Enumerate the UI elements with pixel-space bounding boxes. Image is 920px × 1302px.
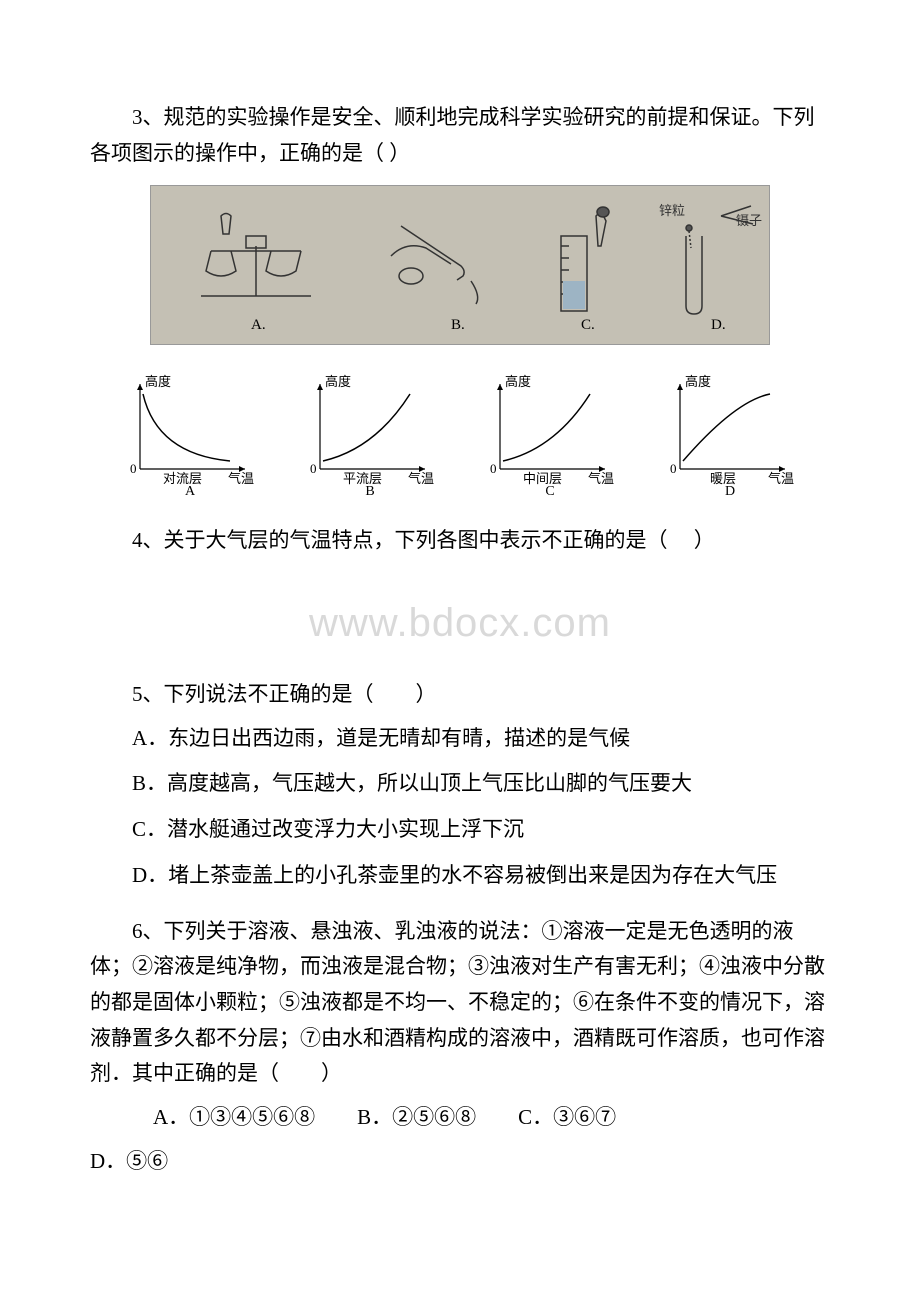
q3-panel-d: D. [711, 313, 726, 339]
q5-opt-b: B．高度越高，气压越大，所以山顶上气压比山脚的气压要大 [90, 766, 830, 802]
watermark: www.bdocx.com [90, 589, 830, 657]
q3-panel-b: B. [451, 313, 465, 339]
chart-c-letter: C [545, 480, 554, 504]
q3-text: 3、规范的实验操作是安全、顺利地完成科学实验研究的前提和保证。下列各项图示的操作… [90, 100, 830, 171]
svg-text:气温: 气温 [588, 471, 614, 486]
svg-text:平流层: 平流层 [343, 471, 382, 486]
svg-text:气温: 气温 [768, 471, 794, 486]
q5-opt-d: D．堵上茶壶盖上的小孔茶壶里的水不容易被倒出来是因为存在大气压 [90, 858, 830, 894]
svg-text:气温: 气温 [408, 471, 434, 486]
q5-text: 5、下列说法不正确的是（ ） [90, 677, 830, 713]
chart-d: 高度 0 暖层 气温 D [655, 369, 805, 499]
q3-panel-c: C. [581, 313, 595, 339]
svg-text:高度: 高度 [325, 374, 351, 389]
q6-opts-2: D．⑤⑥ [90, 1144, 830, 1180]
svg-text:气温: 气温 [228, 471, 254, 486]
q3-panel-a: A. [251, 313, 266, 339]
q3-lab-image: 锌粒 镊子 A. B. C. D. [150, 185, 770, 345]
chart-c: 高度 0 中间层 气温 C [475, 369, 625, 499]
svg-text:对流层: 对流层 [163, 471, 202, 486]
chart-d-letter: D [725, 480, 735, 504]
svg-text:中间层: 中间层 [523, 471, 562, 486]
chart-a-letter: A [185, 480, 195, 504]
svg-text:0: 0 [670, 461, 677, 476]
q5-opt-c: C．潜水艇通过改变浮力大小实现上浮下沉 [90, 812, 830, 848]
chart-b: 高度 0 平流层 气温 B [295, 369, 445, 499]
svg-text:高度: 高度 [685, 374, 711, 389]
q4-charts: 高度 0 对流层 气温 A 高度 0 平流层 气温 B [100, 359, 820, 509]
svg-text:0: 0 [490, 461, 497, 476]
q4-text: 4、关于大气层的气温特点，下列各图中表示不正确的是（ ） [90, 523, 830, 559]
zinc-label: 锌粒 [659, 200, 685, 222]
svg-text:高度: 高度 [145, 374, 171, 389]
q5-opt-a: A．东边日出西边雨，道是无晴却有晴，描述的是气候 [90, 721, 830, 757]
svg-text:0: 0 [130, 461, 137, 476]
q3-image-wrap: 锌粒 镊子 A. B. C. D. [90, 185, 830, 345]
svg-text:0: 0 [310, 461, 317, 476]
svg-text:高度: 高度 [505, 374, 531, 389]
chart-a: 高度 0 对流层 气温 A [115, 369, 265, 499]
q6-opts-1: A．①③④⑤⑥⑧ B．②⑤⑥⑧ C．③⑥⑦ [90, 1100, 830, 1136]
chart-b-letter: B [365, 480, 374, 504]
tweezers-label: 镊子 [736, 210, 762, 232]
q6-stem: 6、下列关于溶液、悬浊液、乳浊液的说法：①溶液一定是无色透明的液体；②溶液是纯净… [90, 914, 830, 1092]
q4-charts-wrap: 高度 0 对流层 气温 A 高度 0 平流层 气温 B [90, 359, 830, 509]
